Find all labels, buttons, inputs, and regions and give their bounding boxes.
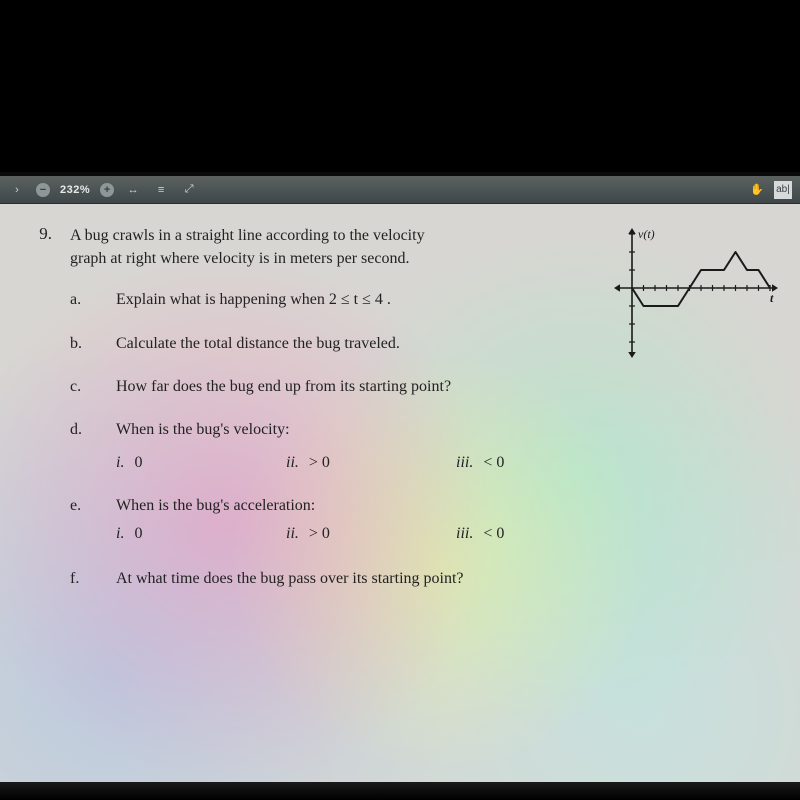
sub-label: ii. — [286, 451, 299, 474]
stem-line-1: A bug crawls in a straight line accordin… — [70, 227, 425, 244]
stem-line-2: graph at right where velocity is in mete… — [70, 250, 409, 267]
part-text: How far does the bug end up from its sta… — [116, 375, 774, 398]
part-d: d. When is the bug's velocity: i. 0 ii. — [70, 418, 774, 474]
part-text: At what time does the bug pass over its … — [116, 567, 774, 590]
sub-label: i. — [116, 451, 124, 474]
sub-ii: ii. > 0 — [286, 451, 446, 474]
sub-value: > 0 — [309, 522, 330, 545]
sub-label: i. — [116, 522, 124, 545]
sub-value: > 0 — [309, 451, 330, 474]
sub-label: iii. — [456, 522, 473, 545]
part-label: c. — [70, 375, 96, 398]
screen-area: › − 232% + ↔ ≡ ⤢ ✋ ab| 9. A bug crawls i… — [0, 172, 800, 800]
sub-ii: ii. > 0 — [286, 522, 446, 545]
part-c: c. How far does the bug end up from its … — [70, 375, 774, 398]
sub-value: < 0 — [483, 451, 504, 474]
part-label: a. — [70, 288, 96, 311]
pdf-toolbar: › − 232% + ↔ ≡ ⤢ ✋ ab| — [0, 176, 800, 204]
part-text: When is the bug's acceleration: — [116, 497, 315, 514]
part-label: d. — [70, 418, 96, 474]
minus-icon[interactable]: − — [36, 183, 50, 197]
svg-text:v(t): v(t) — [638, 227, 655, 241]
fullscreen-icon[interactable]: ⤢ — [180, 181, 198, 199]
document-page: 9. A bug crawls in a straight line accor… — [26, 224, 774, 790]
zoom-level[interactable]: 232% — [60, 184, 90, 196]
part-e: e. When is the bug's acceleration: i. 0 … — [70, 494, 774, 544]
question-stem: A bug crawls in a straight line accordin… — [70, 224, 530, 270]
velocity-graph: v(t) t — [614, 224, 780, 364]
part-text: When is the bug's velocity: — [116, 421, 290, 438]
sub-label: ii. — [286, 522, 299, 545]
monitor-bezel — [0, 782, 800, 800]
part-label: e. — [70, 494, 96, 544]
part-label: b. — [70, 332, 96, 355]
plus-icon[interactable]: + — [100, 183, 114, 197]
sub-iii: iii. < 0 — [456, 522, 504, 545]
chevron-right-icon[interactable]: › — [8, 181, 26, 199]
part-f: f. At what time does the bug pass over i… — [70, 567, 774, 590]
sub-label: iii. — [456, 451, 473, 474]
sub-i: i. 0 — [116, 522, 276, 545]
sub-value: < 0 — [483, 522, 504, 545]
question-number: 9. — [26, 224, 52, 244]
hand-tool-icon[interactable]: ✋ — [748, 181, 766, 199]
svg-text:t: t — [770, 291, 774, 305]
sub-value: 0 — [134, 522, 142, 545]
sub-value: 0 — [134, 451, 142, 474]
text-select-tool[interactable]: ab| — [774, 181, 792, 199]
fit-width-icon[interactable]: ↔ — [124, 181, 142, 199]
sub-iii: iii. < 0 — [456, 451, 504, 474]
question-body: A bug crawls in a straight line accordin… — [70, 224, 774, 610]
sub-i: i. 0 — [116, 451, 276, 474]
part-label: f. — [70, 567, 96, 590]
line-height-icon[interactable]: ≡ — [152, 181, 170, 199]
